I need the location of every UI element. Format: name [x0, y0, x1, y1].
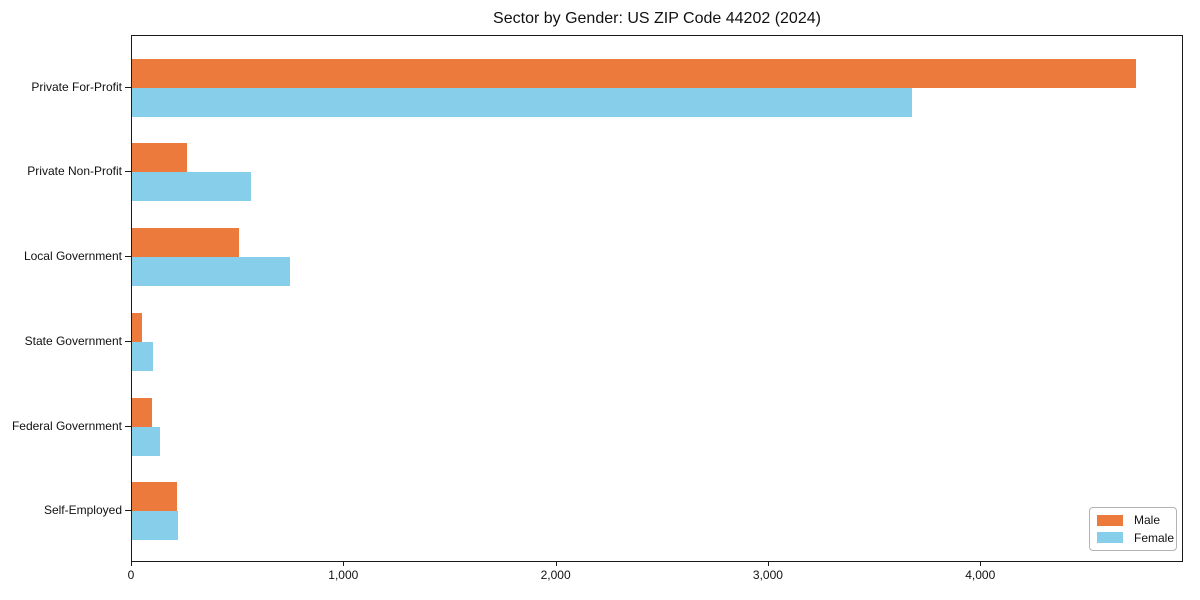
bar-female-local-government — [132, 257, 290, 287]
legend-entry-male: Male — [1097, 513, 1169, 527]
legend-entry-female: Female — [1097, 531, 1174, 545]
bar-female-private-non-profit — [132, 172, 252, 202]
bar-male-self-employed — [132, 482, 178, 512]
x-tick-mark — [555, 561, 557, 566]
x-tick-label-1-000: 1,000 — [328, 568, 359, 582]
y-tick-mark — [125, 425, 131, 427]
bar-female-federal-government — [132, 426, 161, 456]
x-tick-label-3-000: 3,000 — [752, 568, 783, 582]
legend: Male Female — [1089, 507, 1177, 551]
bar-male-local-government — [132, 228, 239, 258]
y-axis-label-self-employed: Self-Employed — [43, 503, 122, 518]
y-tick-mark — [125, 510, 131, 512]
y-tick-mark — [125, 86, 131, 88]
x-tick-label-2-000: 2,000 — [540, 568, 571, 582]
x-tick-label-4-000: 4,000 — [965, 568, 996, 582]
male-color-swatch — [1097, 514, 1123, 526]
bar-male-private-non-profit — [132, 143, 187, 173]
bar-female-state-government — [132, 341, 154, 371]
y-tick-mark — [125, 340, 131, 342]
bar-male-federal-government — [132, 397, 152, 427]
legend-label-female: Female — [1134, 530, 1175, 545]
chart-title: Sector by Gender: US ZIP Code 44202 (202… — [493, 10, 821, 27]
x-tick-label-0: 0 — [127, 568, 135, 582]
x-tick-mark — [767, 561, 769, 566]
x-tick-mark — [131, 561, 132, 566]
bar-female-self-employed — [132, 511, 179, 541]
legend-label-male: Male — [1134, 513, 1161, 528]
x-tick-mark — [980, 561, 982, 566]
y-axis-label-state-government: State Government — [24, 333, 122, 348]
bar-male-state-government — [132, 312, 143, 342]
plot-area — [131, 35, 1183, 562]
y-axis-label-private-non-profit: Private Non-Profit — [27, 164, 122, 179]
x-tick-mark — [343, 561, 345, 566]
y-tick-mark — [125, 256, 131, 258]
y-axis-label-local-government: Local Government — [23, 249, 122, 264]
female-color-swatch — [1097, 532, 1123, 544]
y-axis-label-federal-government: Federal Government — [11, 418, 122, 433]
y-axis-label-private-for-profit: Private For-Profit — [31, 79, 122, 94]
bar-male-private-for-profit — [132, 58, 1136, 88]
y-tick-mark — [125, 171, 131, 173]
bar-female-private-for-profit — [132, 87, 913, 117]
